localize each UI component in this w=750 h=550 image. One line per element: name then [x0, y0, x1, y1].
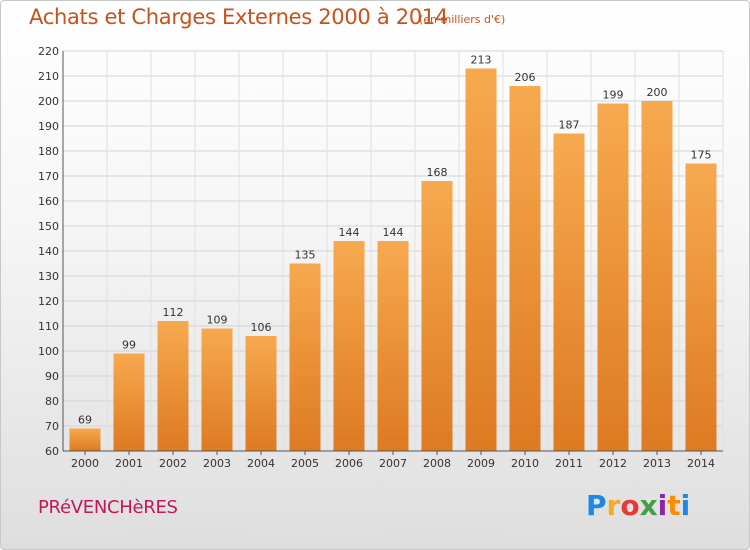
y-tick-label: 100 [38, 345, 59, 358]
x-tick-label: 2006 [335, 457, 363, 470]
bar [421, 181, 453, 451]
bar [201, 328, 233, 451]
y-tick-label: 60 [45, 445, 59, 458]
data-label: 144 [339, 226, 360, 239]
x-tick-label: 2007 [379, 457, 407, 470]
x-tick-label: 2011 [555, 457, 583, 470]
bar [685, 163, 717, 451]
y-tick-label: 160 [38, 195, 59, 208]
y-tick-label: 220 [38, 45, 59, 58]
x-tick-label: 2004 [247, 457, 275, 470]
bar [245, 336, 277, 451]
data-label: 168 [427, 166, 448, 179]
bar [553, 133, 585, 451]
axes: 60 70 80 90 100 110 120 130 140 150 160 170 180 190 20… [38, 45, 723, 470]
x-tick-label: 2009 [467, 457, 495, 470]
y-tick-label: 200 [38, 95, 59, 108]
logo-letter: t [667, 489, 681, 522]
data-label: 200 [647, 86, 668, 99]
x-tick-label: 2008 [423, 457, 451, 470]
bars: 69 99 112 109 106 135 144 144 168 213 206 187 199 200… [69, 54, 717, 451]
y-tick-label: 110 [38, 320, 59, 333]
data-label: 135 [295, 249, 316, 262]
y-tick-label: 180 [38, 145, 59, 158]
logo-letter: r [606, 489, 621, 522]
y-tick-label: 90 [45, 370, 59, 383]
data-label: 109 [207, 314, 228, 327]
bar [377, 241, 409, 451]
x-tick-label: 2003 [203, 457, 231, 470]
y-tick-label: 150 [38, 220, 59, 233]
data-label: 175 [691, 149, 712, 162]
data-label: 187 [559, 119, 580, 132]
data-label: 206 [515, 71, 536, 84]
x-tick-label: 2010 [511, 457, 539, 470]
bar [641, 101, 673, 451]
data-label: 69 [78, 414, 92, 427]
proxiti-logo[interactable]: Proxiti [586, 489, 690, 522]
x-tick-label: 2002 [159, 457, 187, 470]
logo-letter: P [586, 489, 607, 522]
y-tick-label: 120 [38, 295, 59, 308]
x-tick-label: 2013 [643, 457, 671, 470]
logo-letter: i [657, 489, 668, 522]
data-label: 213 [471, 54, 492, 67]
bar [597, 103, 629, 451]
bar [69, 428, 101, 451]
x-tick-label: 2005 [291, 457, 319, 470]
bar [289, 263, 321, 451]
data-label: 99 [122, 339, 136, 352]
data-label: 112 [163, 306, 184, 319]
bar [333, 241, 365, 451]
y-tick-label: 210 [38, 70, 59, 83]
bar [465, 68, 497, 451]
logo-letter: i [680, 489, 691, 522]
chart-subtitle: (en milliers d'€) [419, 13, 506, 26]
x-tick-label: 2014 [687, 457, 715, 470]
bar [113, 353, 145, 451]
logo-letter: o [620, 489, 640, 522]
x-tick-label: 2012 [599, 457, 627, 470]
data-label: 106 [251, 321, 272, 334]
y-tick-label: 170 [38, 170, 59, 183]
chart-title: Achats et Charges Externes 2000 à 2014 [29, 5, 449, 29]
logo-letter: x [639, 489, 658, 522]
y-tick-label: 190 [38, 120, 59, 133]
x-tick-label: 2000 [71, 457, 99, 470]
y-tick-label: 70 [45, 420, 59, 433]
commune-name: PRéVENCHèRES [38, 497, 178, 518]
x-tick-label: 2001 [115, 457, 143, 470]
data-label: 199 [603, 89, 624, 102]
data-label: 144 [383, 226, 404, 239]
y-tick-label: 130 [38, 270, 59, 283]
y-tick-label: 140 [38, 245, 59, 258]
y-tick-label: 80 [45, 395, 59, 408]
bar [157, 321, 189, 451]
bar [509, 86, 541, 451]
